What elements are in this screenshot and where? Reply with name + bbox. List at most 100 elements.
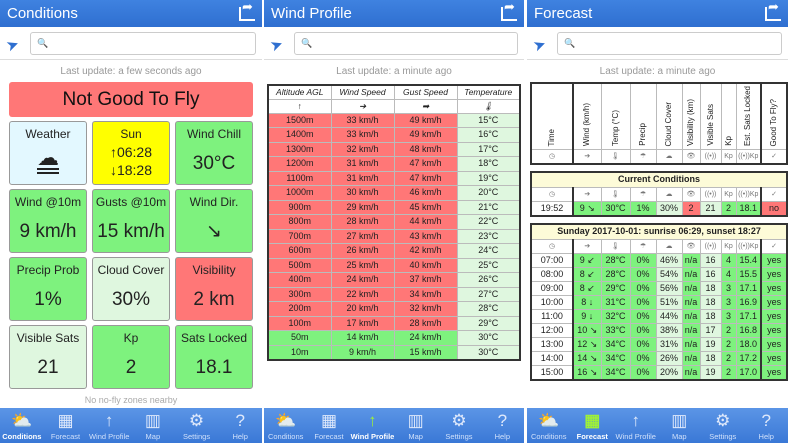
wind-icon: ➔ — [572, 149, 602, 165]
nav-map[interactable]: ▥ Map — [394, 408, 437, 443]
tile-visibility[interactable]: Visibility 2 km — [175, 257, 253, 321]
table-cell: 500m — [267, 257, 332, 273]
nav-conditions[interactable]: ⛅ Conditions — [527, 408, 571, 443]
table-cell: 0% — [629, 323, 657, 339]
table-cell: 18 — [699, 295, 722, 311]
nav-settings[interactable]: ⚙ Settings — [175, 408, 219, 443]
table-cell: 14 km/h — [330, 330, 395, 346]
table-cell: 22 km/h — [330, 286, 395, 302]
search-input[interactable]: 🔍 — [294, 31, 518, 55]
table-row: 19:52 9 ↘ 30°C 1% 30% 2 21 2 18.1 no — [530, 201, 788, 217]
eye-icon: 👁 — [681, 149, 701, 165]
column-header: Visibility (km) — [681, 82, 701, 151]
location-icon[interactable]: ➤ — [267, 35, 286, 56]
nav-wind-profile[interactable]: ↑ Wind Profile — [614, 408, 658, 443]
table-cell: 21 — [699, 201, 722, 217]
nav-forecast[interactable]: ▦ Forecast — [307, 408, 350, 443]
table-cell: 1300m — [267, 141, 332, 157]
nav-map[interactable]: ▥ Map — [658, 408, 702, 443]
nav-settings[interactable]: ⚙ Settings — [437, 408, 480, 443]
location-icon[interactable]: ➤ — [530, 35, 549, 56]
calendar-icon: ▦ — [584, 411, 601, 430]
calendar-icon: ▦ — [320, 411, 338, 430]
table-cell: 34 km/h — [393, 286, 458, 302]
tile-wind-chill[interactable]: Wind Chill 30°C — [175, 121, 253, 185]
tile-label: Cloud Cover — [97, 263, 165, 277]
table-cell: 2 — [681, 201, 701, 217]
search-row: ➤ 🔍 — [0, 27, 262, 60]
share-icon[interactable] — [501, 0, 517, 21]
nav-label: Forecast — [50, 432, 81, 441]
tile-value: ↘ — [206, 221, 222, 242]
tile-gusts-10m[interactable]: Gusts @10m 15 km/h — [92, 189, 170, 253]
share-icon[interactable] — [239, 0, 255, 21]
table-row: 500m 25 km/h 40 km/h 25°C — [267, 257, 521, 273]
tile-precip-prob[interactable]: Precip Prob 1% — [9, 257, 87, 321]
tile-wind-dir-[interactable]: Wind Dir. ↘ — [175, 189, 253, 253]
table-cell: 9 ↓ — [572, 309, 602, 325]
nav-label: Conditions — [267, 432, 304, 441]
tile-value: 30% — [111, 289, 151, 310]
nav-help[interactable]: ? Help — [745, 408, 788, 443]
table-cell: 200m — [267, 301, 332, 317]
nav-label: Help — [232, 432, 248, 441]
table-row: 1300m 32 km/h 48 km/h 17°C — [267, 141, 521, 157]
tile-label: Visible Sats — [16, 331, 80, 345]
table-cell: 31% — [655, 337, 683, 353]
map-icon: ▥ — [671, 411, 688, 430]
table-cell: 28°C — [456, 301, 521, 317]
tile-label: Visibility — [192, 263, 236, 277]
search-input[interactable]: 🔍 — [30, 31, 256, 55]
nav-label: Wind Profile — [88, 432, 130, 441]
day-forecast-table: Sunday 2017-10-01: sunrise 06:29, sunset… — [530, 222, 788, 381]
wind-icon: ➔ — [572, 187, 602, 203]
table-row: 1000m 30 km/h 46 km/h 20°C — [267, 185, 521, 201]
table-row: 1400m 33 km/h 49 km/h 16°C — [267, 127, 521, 143]
nav-wind-profile[interactable]: ↑ Wind Profile — [351, 408, 395, 443]
nav-conditions[interactable]: ⛅ Conditions — [264, 408, 307, 443]
table-row: 800m 28 km/h 44 km/h 22°C — [267, 214, 521, 230]
altitude-icon: ↑ — [267, 98, 332, 114]
nav-map[interactable]: ▥ Map — [131, 408, 175, 443]
table-cell: 8 ↙ — [572, 267, 602, 283]
nav-label: Help — [494, 432, 511, 441]
thermometer-icon: 🌡 — [600, 149, 631, 165]
share-icon[interactable] — [765, 0, 781, 21]
tile-sun[interactable]: Sun ↑06:28 ↓18:28 — [92, 121, 170, 185]
search-input[interactable]: 🔍 — [557, 31, 782, 55]
precip-icon: ☂ — [629, 149, 657, 165]
nav-help[interactable]: ? Help — [481, 408, 524, 443]
table-cell: 44 km/h — [393, 214, 458, 230]
tile-kp[interactable]: Kp 2 — [92, 325, 170, 389]
table-cell: 0% — [629, 267, 657, 283]
table-cell: 15 km/h — [393, 344, 458, 360]
table-cell: 2 — [720, 365, 737, 381]
location-icon[interactable]: ➤ — [3, 35, 22, 56]
nav-help[interactable]: ? Help — [218, 408, 262, 443]
tile-weather[interactable]: Weather ☁ — [9, 121, 87, 185]
tile-cloud-cover[interactable]: Cloud Cover 30% — [92, 257, 170, 321]
tile-label: Gusts @10m — [95, 195, 167, 209]
table-cell: 29°C — [600, 281, 631, 297]
satellite-icon: ((•)) — [699, 239, 722, 255]
table-cell: 16 — [699, 267, 722, 283]
nav-forecast[interactable]: ▦ Forecast — [44, 408, 88, 443]
table-cell: 27 km/h — [330, 228, 395, 244]
table-cell: 19 — [699, 337, 722, 353]
nav-wind-profile[interactable]: ↑ Wind Profile — [87, 408, 131, 443]
tile-sats-locked[interactable]: Sats Locked 18.1 — [175, 325, 253, 389]
table-cell: 43 km/h — [393, 228, 458, 244]
page-title: Wind Profile — [271, 5, 352, 22]
cloud-icon: ☁ — [655, 187, 683, 203]
tile-wind-10m[interactable]: Wind @10m 9 km/h — [9, 189, 87, 253]
tile-label: Sun — [120, 127, 142, 141]
nav-settings[interactable]: ⚙ Settings — [701, 408, 745, 443]
tile-visible-sats[interactable]: Visible Sats 21 — [9, 325, 87, 389]
table-cell: 17 — [699, 323, 722, 339]
nav-conditions[interactable]: ⛅ Conditions — [0, 408, 44, 443]
table-row: 50m 14 km/h 24 km/h 30°C — [267, 330, 521, 346]
tile-value: 18.1 — [195, 357, 233, 378]
table-cell: 9 ↘ — [572, 201, 602, 217]
nav-forecast[interactable]: ▦ Forecast — [571, 408, 615, 443]
table-row: 200m 20 km/h 32 km/h 28°C — [267, 301, 521, 317]
